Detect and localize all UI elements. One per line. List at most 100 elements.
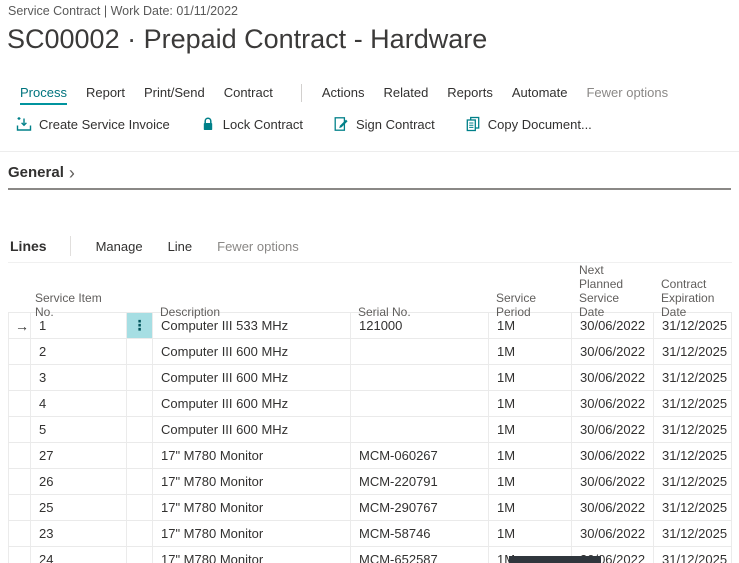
menu-tab-related[interactable]: Related	[383, 85, 429, 100]
menu-tab-contract[interactable]: Contract	[223, 85, 273, 100]
menu-tab-actions[interactable]: Actions	[321, 85, 365, 100]
menu-fewer-options[interactable]: Fewer options	[586, 85, 669, 100]
cell-description[interactable]: 17" M780 Monitor	[152, 521, 350, 546]
cell-next-planned[interactable]: 30/06/2022	[571, 417, 653, 442]
horizontal-scrollbar-thumb[interactable]	[509, 556, 601, 563]
cell-serial-no[interactable]: MCM-060267	[350, 443, 488, 468]
cell-description[interactable]: 17" M780 Monitor	[152, 469, 350, 494]
cell-service-item-no[interactable]: 4	[30, 391, 126, 416]
row-selector-cell[interactable]	[8, 339, 30, 364]
menu-tab-reports[interactable]: Reports	[447, 85, 493, 100]
copy-document-button[interactable]: Copy Document...	[465, 116, 592, 132]
row-options-cell[interactable]	[126, 417, 152, 442]
row-options-cell[interactable]	[126, 391, 152, 416]
row-selector-cell[interactable]	[8, 391, 30, 416]
cell-service-item-no[interactable]: 25	[30, 495, 126, 520]
row-options-ellipsis-button[interactable]: ⋮	[126, 313, 152, 338]
row-selector-cell[interactable]	[8, 521, 30, 546]
cell-service-period[interactable]: 1M	[488, 339, 571, 364]
cell-contract-expiration[interactable]: 31/12/2025	[653, 313, 732, 338]
cell-service-item-no[interactable]: 24	[30, 547, 126, 563]
row-selector-cell[interactable]	[8, 547, 30, 563]
column-header-next-planned[interactable]: Next Planned Service Date	[579, 263, 624, 319]
cell-description[interactable]: 17" M780 Monitor	[152, 495, 350, 520]
cell-contract-expiration[interactable]: 31/12/2025	[653, 443, 732, 468]
cell-contract-expiration[interactable]: 31/12/2025	[653, 469, 732, 494]
lines-menu-line[interactable]: Line	[167, 238, 193, 254]
cell-contract-expiration[interactable]: 31/12/2025	[653, 339, 732, 364]
menu-tab-process[interactable]: Process	[20, 85, 67, 105]
row-selector-cell[interactable]	[8, 469, 30, 494]
cell-next-planned[interactable]: 30/06/2022	[571, 313, 653, 338]
cell-service-period[interactable]: 1M	[488, 417, 571, 442]
row-options-cell[interactable]	[126, 469, 152, 494]
cell-service-item-no[interactable]: 5	[30, 417, 126, 442]
cell-serial-no[interactable]: MCM-220791	[350, 469, 488, 494]
row-options-cell[interactable]	[126, 521, 152, 546]
cell-next-planned[interactable]: 30/06/2022	[571, 391, 653, 416]
lock-contract-button[interactable]: Lock Contract	[200, 116, 303, 132]
cell-serial-no[interactable]	[350, 391, 488, 416]
cell-service-item-no[interactable]: 3	[30, 365, 126, 390]
cell-service-period[interactable]: 1M	[488, 313, 571, 338]
column-header-service-item-no[interactable]: Service Item No.	[35, 291, 102, 319]
row-selector-cell[interactable]	[8, 443, 30, 468]
cell-next-planned[interactable]: 30/06/2022	[571, 495, 653, 520]
cell-service-item-no[interactable]: 23	[30, 521, 126, 546]
cell-service-period[interactable]: 1M	[488, 521, 571, 546]
cell-service-item-no[interactable]: 26	[30, 469, 126, 494]
cell-description[interactable]: Computer III 533 MHz	[152, 313, 350, 338]
column-header-service-period[interactable]: Service Period	[496, 291, 537, 319]
menu-tab-print-send[interactable]: Print/Send	[144, 85, 205, 100]
cell-description[interactable]: 17" M780 Monitor	[152, 443, 350, 468]
cell-next-planned[interactable]: 30/06/2022	[571, 443, 653, 468]
column-header-description[interactable]: Description	[160, 305, 221, 319]
breadcrumb[interactable]: Service Contract | Work Date: 01/11/2022	[8, 4, 238, 18]
cell-service-item-no[interactable]: 1	[30, 313, 126, 338]
column-header-serial-no[interactable]: Serial No.	[358, 305, 411, 319]
cell-contract-expiration[interactable]: 31/12/2025	[653, 521, 732, 546]
cell-contract-expiration[interactable]: 31/12/2025	[653, 365, 732, 390]
create-service-invoice-button[interactable]: Create Service Invoice	[16, 116, 170, 132]
lines-menu-manage[interactable]: Manage	[95, 238, 143, 254]
cell-serial-no[interactable]	[350, 339, 488, 364]
cell-next-planned[interactable]: 30/06/2022	[571, 365, 653, 390]
general-section-toggle[interactable]: General ›	[8, 164, 75, 182]
cell-service-period[interactable]: 1M	[488, 365, 571, 390]
cell-serial-no[interactable]	[350, 417, 488, 442]
cell-description[interactable]: 17" M780 Monitor	[152, 547, 350, 563]
cell-contract-expiration[interactable]: 31/12/2025	[653, 417, 732, 442]
cell-serial-no[interactable]: 121000	[350, 313, 488, 338]
cell-service-item-no[interactable]: 27	[30, 443, 126, 468]
cell-service-item-no[interactable]: 2	[30, 339, 126, 364]
row-options-cell[interactable]	[126, 547, 152, 563]
cell-service-period[interactable]: 1M	[488, 391, 571, 416]
cell-next-planned[interactable]: 30/06/2022	[571, 547, 653, 563]
cell-description[interactable]: Computer III 600 MHz	[152, 339, 350, 364]
cell-service-period[interactable]: 1M	[488, 547, 571, 563]
cell-next-planned[interactable]: 30/06/2022	[571, 521, 653, 546]
column-header-contract-expiration[interactable]: Contract Expiration Date	[661, 277, 715, 319]
cell-description[interactable]: Computer III 600 MHz	[152, 417, 350, 442]
row-options-cell[interactable]	[126, 443, 152, 468]
row-selector-cell[interactable]	[8, 417, 30, 442]
cell-contract-expiration[interactable]: 31/12/2025	[653, 391, 732, 416]
row-options-cell[interactable]	[126, 339, 152, 364]
row-options-cell[interactable]	[126, 365, 152, 390]
cell-service-period[interactable]: 1M	[488, 443, 571, 468]
cell-description[interactable]: Computer III 600 MHz	[152, 391, 350, 416]
cell-contract-expiration[interactable]: 31/12/2025	[653, 547, 732, 563]
row-selector-cell[interactable]	[8, 365, 30, 390]
menu-tab-report[interactable]: Report	[85, 85, 125, 100]
row-options-cell[interactable]	[126, 495, 152, 520]
cell-service-period[interactable]: 1M	[488, 495, 571, 520]
cell-serial-no[interactable]	[350, 365, 488, 390]
cell-next-planned[interactable]: 30/06/2022	[571, 469, 653, 494]
cell-serial-no[interactable]: MCM-290767	[350, 495, 488, 520]
sign-contract-button[interactable]: Sign Contract	[333, 116, 435, 132]
row-selector-cell[interactable]	[8, 495, 30, 520]
cell-contract-expiration[interactable]: 31/12/2025	[653, 495, 732, 520]
cell-service-period[interactable]: 1M	[488, 469, 571, 494]
cell-serial-no[interactable]: MCM-58746	[350, 521, 488, 546]
menu-tab-automate[interactable]: Automate	[511, 85, 568, 100]
